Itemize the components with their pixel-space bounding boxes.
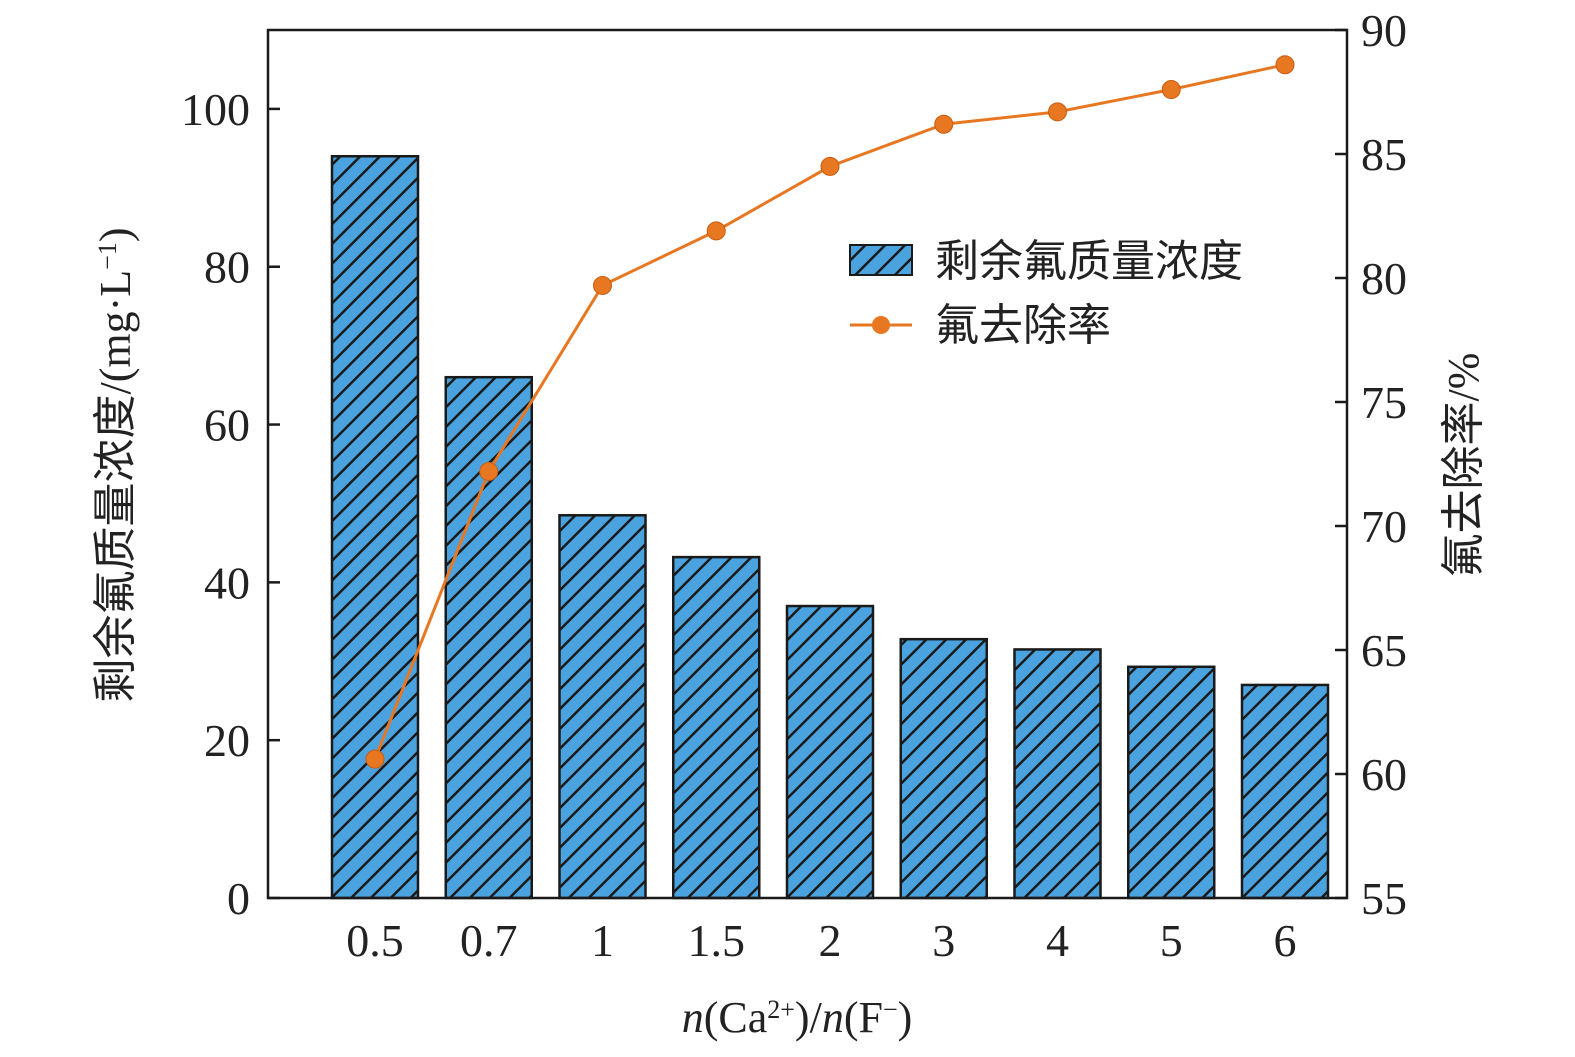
plot-frame xyxy=(266,28,1349,900)
line-point-6 xyxy=(1275,55,1295,75)
x-tick-label-0.5: 0.5 xyxy=(346,915,404,966)
bar-5 xyxy=(1127,665,1216,900)
legend: 剩余氟质量浓度 氟去除率 xyxy=(849,237,1243,350)
y-right-tick-label-70: 70 xyxy=(1361,501,1407,552)
x-tick-label-2: 2 xyxy=(819,915,842,966)
x-tick-label-0.7: 0.7 xyxy=(460,915,518,966)
legend-label-line: 氟去除率 xyxy=(935,301,1111,350)
bar-3 xyxy=(899,637,988,900)
x-tick-label-6: 6 xyxy=(1274,915,1297,966)
line-point-1 xyxy=(593,275,612,295)
bar-1 xyxy=(558,514,647,900)
y-right-tick-label-60: 60 xyxy=(1361,749,1407,800)
bar-2 xyxy=(785,604,875,900)
labels-layer: n(Ca2+)/n(F−) 剩余氟质量浓度/(mg·L−1) 氟去除率/% xyxy=(91,228,1488,1042)
legend-swatch-marker xyxy=(872,316,890,334)
y-axis-left-title: 剩余氟质量浓度/(mg·L−1) xyxy=(91,228,140,703)
line-layer xyxy=(365,55,1295,769)
x-axis-title: n(Ca2+)/n(F−) xyxy=(682,993,913,1042)
y-left-tick-label-20: 20 xyxy=(204,715,250,766)
line-point-3 xyxy=(934,114,954,134)
bar-6 xyxy=(1240,683,1330,900)
y-left-tick-label-60: 60 xyxy=(204,400,250,451)
line-point-1.5 xyxy=(706,221,726,241)
bar-1.5 xyxy=(672,555,761,900)
line-point-5 xyxy=(1161,80,1181,100)
y-left-tick-label-40: 40 xyxy=(204,557,250,608)
bars-layer xyxy=(330,155,1330,900)
x-tick-label-1: 1 xyxy=(591,915,614,966)
line-point-2 xyxy=(820,156,840,176)
y-right-tick-label-75: 75 xyxy=(1361,377,1407,428)
bar-0.5 xyxy=(330,155,420,900)
legend-swatch-bar xyxy=(849,244,913,276)
bar-4 xyxy=(1013,648,1102,900)
y-left-tick-label-80: 80 xyxy=(204,242,250,293)
y-right-tick-label-55: 55 xyxy=(1361,873,1407,924)
x-tick-label-1.5: 1.5 xyxy=(688,915,746,966)
x-tick-label-4: 4 xyxy=(1046,915,1069,966)
y-right-tick-label-85: 85 xyxy=(1361,129,1407,180)
line-point-0.7 xyxy=(479,461,499,481)
bar-0.7 xyxy=(444,375,533,900)
y-axis-right-title: 氟去除率/% xyxy=(1439,353,1488,578)
x-tick-label-5: 5 xyxy=(1160,915,1183,966)
x-tick-label-3: 3 xyxy=(932,915,955,966)
legend-label-bar: 剩余氟质量浓度 xyxy=(935,237,1243,286)
y-left-tick-label-100: 100 xyxy=(181,84,250,135)
y-right-tick-label-65: 65 xyxy=(1361,625,1407,676)
y-left-tick-label-0: 0 xyxy=(227,873,250,924)
line-point-0.5 xyxy=(365,749,385,769)
y-right-tick-label-80: 80 xyxy=(1361,253,1407,304)
y-right-tick-label-90: 90 xyxy=(1361,5,1407,56)
line-point-4 xyxy=(1048,102,1067,122)
